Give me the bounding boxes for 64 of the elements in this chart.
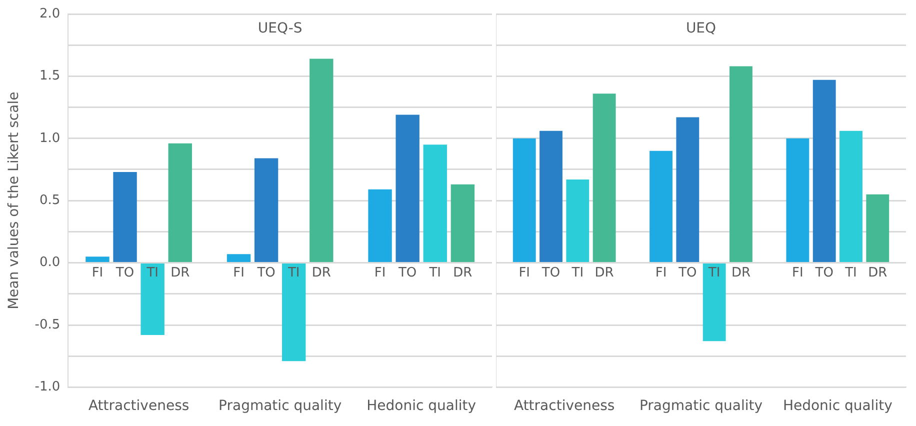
text: TI (429, 266, 442, 281)
text: TO (815, 266, 834, 281)
bar (450, 184, 475, 262)
y-tick-label: 0.5 (39, 192, 60, 208)
bar (140, 264, 164, 335)
text: DR (312, 266, 331, 281)
text: FI (792, 266, 804, 281)
bar (310, 58, 334, 262)
series-label: TI (707, 266, 720, 281)
bar (540, 130, 562, 262)
bar (168, 143, 192, 262)
text: DR (731, 266, 750, 281)
text: FI (655, 266, 667, 281)
series-label: FI (92, 266, 104, 281)
bar (512, 138, 536, 262)
bar (282, 264, 306, 362)
x-tick-label: Pragmatic quality (639, 398, 763, 414)
bar (368, 189, 392, 262)
series-label: TO (114, 266, 134, 281)
bar (86, 256, 110, 262)
bar (113, 172, 137, 262)
series-label: DR (594, 266, 614, 281)
bar (730, 66, 752, 262)
bar (702, 264, 726, 342)
bar (676, 117, 700, 262)
text: TO (678, 266, 697, 281)
text: UEQ (686, 20, 716, 37)
text: DR (453, 266, 472, 281)
x-tick-label: Hedonic quality (782, 398, 892, 414)
x-tick-label: Hedonic quality (366, 398, 476, 414)
bar (866, 194, 890, 262)
bar (566, 179, 590, 262)
x-tick-label: Attractiveness (88, 398, 190, 414)
text: TI (845, 266, 857, 281)
text: FI (233, 266, 244, 281)
y-axis-title: Mean values of the Likert scale (6, 92, 22, 310)
x-tick-label: Attractiveness (514, 398, 615, 414)
bar (650, 150, 672, 262)
bar (812, 80, 836, 262)
x-tick-label: Pragmatic quality (218, 398, 342, 414)
text: TI (288, 266, 300, 281)
text: DR (868, 266, 888, 281)
y-tick-label: 2.0 (39, 6, 60, 22)
bar (226, 254, 251, 262)
bar (840, 130, 862, 262)
bar (423, 144, 447, 262)
y-tick-label: -0.5 (34, 317, 60, 332)
series-label: TO (540, 266, 560, 281)
series-label: TI (146, 266, 158, 281)
text: TO (257, 266, 276, 281)
y-tick-label: 1.0 (39, 130, 60, 146)
text: TI (572, 266, 584, 281)
y-tick-label: 1.5 (39, 68, 60, 84)
bar (396, 114, 420, 262)
series-label: DR (170, 266, 190, 281)
bar (592, 94, 616, 262)
bar (786, 138, 810, 262)
y-tick-label: -1.0 (34, 380, 60, 395)
series-label: FI (518, 266, 530, 281)
bar (254, 158, 278, 262)
text: TO (398, 266, 417, 281)
y-tick-label: 0.0 (39, 255, 60, 270)
text: UEQ-S (258, 20, 302, 37)
text: FI (374, 266, 386, 281)
